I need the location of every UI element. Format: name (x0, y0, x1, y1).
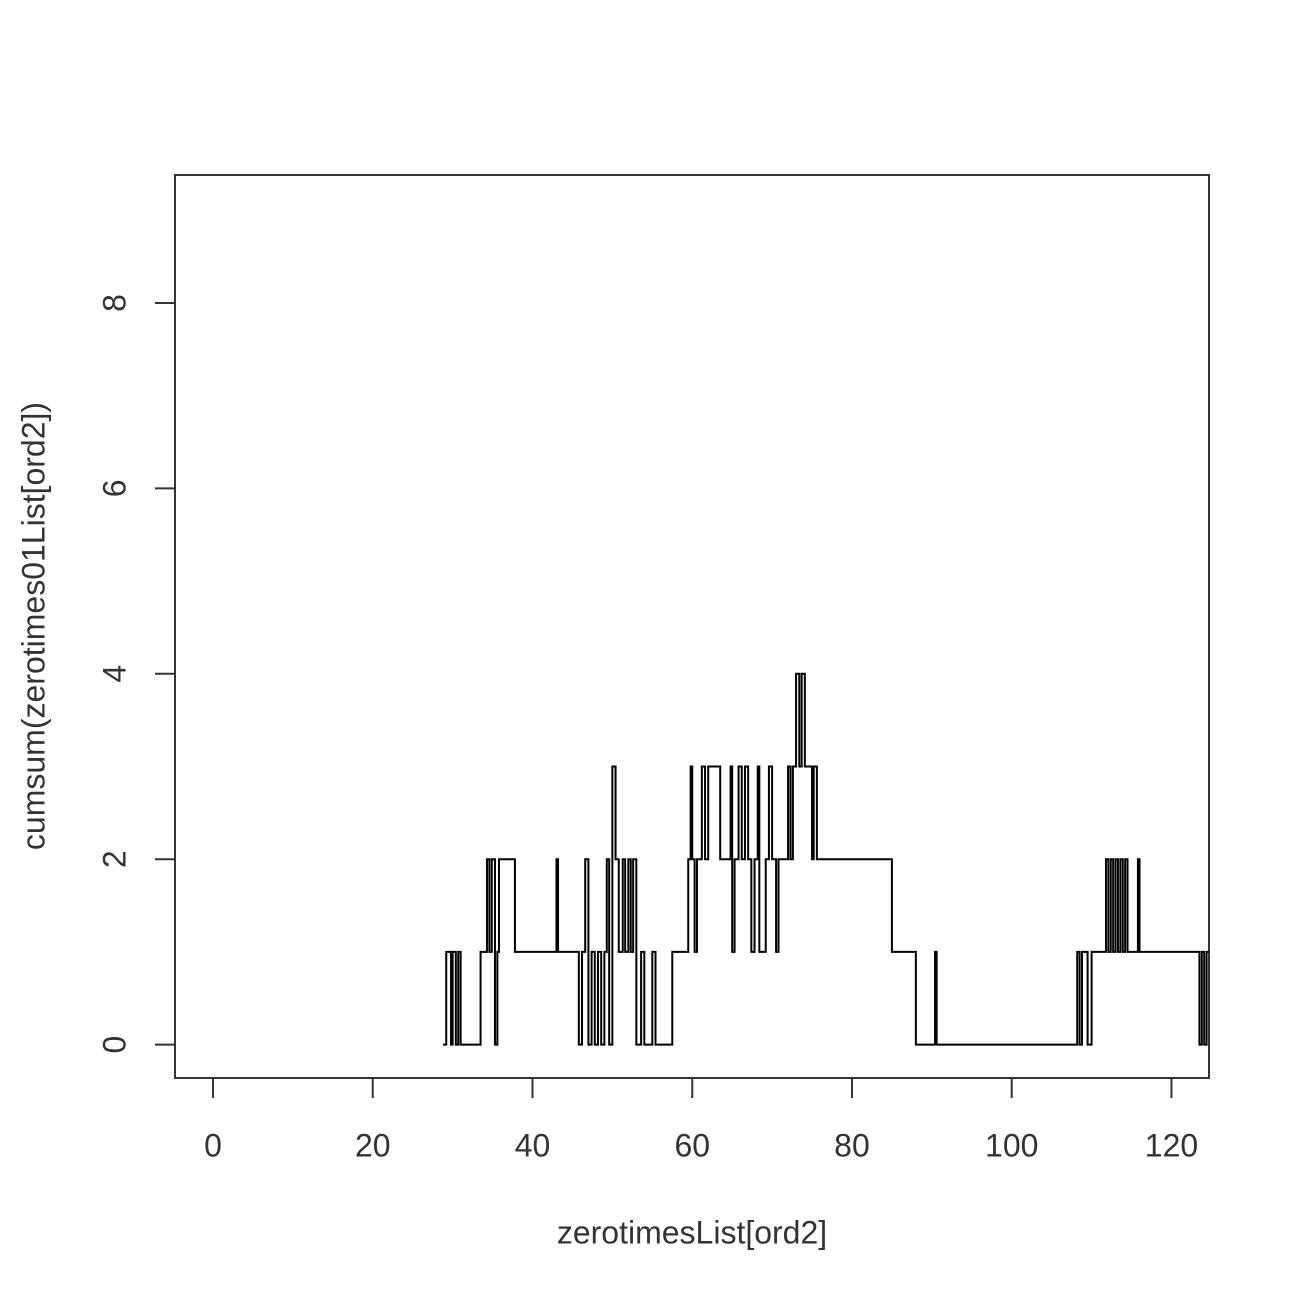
x-tick-label: 120 (1145, 1127, 1198, 1163)
y-tick-label: 6 (96, 479, 132, 497)
x-tick-label: 0 (204, 1127, 222, 1163)
x-tick-label: 100 (985, 1127, 1038, 1163)
x-axis-label: zerotimesList[ord2] (557, 1214, 827, 1250)
y-axis-label: cumsum(zerotimes01List[ord2]) (15, 402, 51, 850)
y-tick-label: 0 (96, 1036, 132, 1054)
y-tick-label: 2 (96, 850, 132, 868)
x-tick-label: 80 (834, 1127, 870, 1163)
x-tick-label: 20 (355, 1127, 391, 1163)
step-line (443, 672, 1209, 1046)
y-tick-label: 4 (96, 665, 132, 683)
x-tick-label: 60 (674, 1127, 710, 1163)
y-tick-label: 8 (96, 294, 132, 312)
plot-frame (174, 174, 1210, 1079)
x-tick-label: 40 (515, 1127, 551, 1163)
